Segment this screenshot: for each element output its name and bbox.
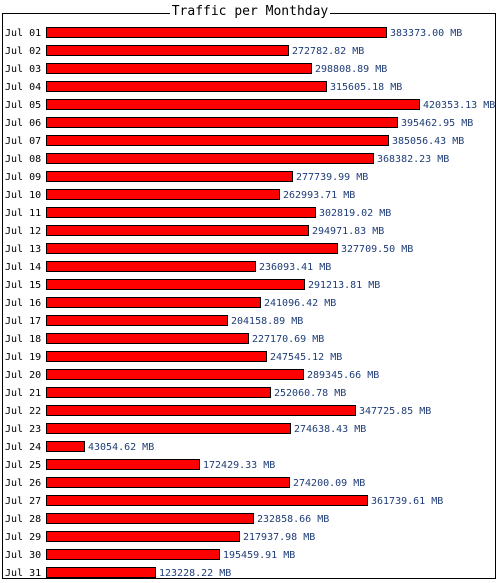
value-label: 361739.61 MB [371,496,443,507]
category-label: Jul 02 [5,46,41,57]
category-label: Jul 12 [5,226,41,237]
bar [46,477,290,488]
value-label: 274638.43 MB [294,424,366,435]
value-label: 327709.50 MB [341,244,413,255]
category-label: Jul 17 [5,316,41,327]
bar [46,27,387,38]
value-label: 262993.71 MB [283,190,355,201]
value-label: 247545.12 MB [270,352,342,363]
value-label: 302819.02 MB [319,208,391,219]
category-label: Jul 30 [5,550,41,561]
bar [46,99,420,110]
category-label: Jul 10 [5,190,41,201]
value-label: 123228.22 MB [159,568,231,579]
value-label: 272782.82 MB [292,46,364,57]
value-label: 195459.91 MB [223,550,295,561]
bar [46,567,156,578]
bar [46,297,261,308]
bar [46,423,291,434]
bar [46,513,254,524]
category-label: Jul 16 [5,298,41,309]
bar [46,279,305,290]
bar [46,549,220,560]
value-label: 227170.69 MB [252,334,324,345]
bar [46,333,249,344]
value-label: 236093.41 MB [259,262,331,273]
bar [46,207,316,218]
category-label: Jul 27 [5,496,41,507]
category-label: Jul 29 [5,532,41,543]
category-label: Jul 14 [5,262,41,273]
category-label: Jul 31 [5,568,41,579]
value-label: 395462.95 MB [401,118,473,129]
bar [46,225,309,236]
value-label: 43054.62 MB [88,442,154,453]
category-label: Jul 28 [5,514,41,525]
category-label: Jul 01 [5,28,41,39]
category-label: Jul 04 [5,82,41,93]
value-label: 347725.85 MB [359,406,431,417]
value-label: 289345.66 MB [307,370,379,381]
value-label: 385056.43 MB [392,136,464,147]
bar [46,495,368,506]
category-label: Jul 09 [5,172,41,183]
category-label: Jul 19 [5,352,41,363]
value-label: 291213.81 MB [308,280,380,291]
bar [46,351,267,362]
value-label: 315605.18 MB [330,82,402,93]
bar [46,153,374,164]
value-label: 252060.78 MB [274,388,346,399]
value-label: 420353.13 MB [423,100,495,111]
value-label: 277739.99 MB [296,172,368,183]
category-label: Jul 03 [5,64,41,75]
bar [46,63,312,74]
bar [46,261,256,272]
bar [46,387,271,398]
bar [46,189,280,200]
category-label: Jul 15 [5,280,41,291]
bar [46,243,338,254]
category-label: Jul 24 [5,442,41,453]
bar [46,81,327,92]
bar [46,315,228,326]
category-label: Jul 22 [5,406,41,417]
value-label: 383373.00 MB [390,28,462,39]
category-label: Jul 20 [5,370,41,381]
value-label: 232858.66 MB [257,514,329,525]
category-label: Jul 18 [5,334,41,345]
bar [46,117,398,128]
category-label: Jul 07 [5,136,41,147]
bar [46,171,293,182]
bar [46,459,200,470]
category-label: Jul 25 [5,460,41,471]
category-label: Jul 23 [5,424,41,435]
bar [46,531,240,542]
bar [46,369,304,380]
value-label: 204158.89 MB [231,316,303,327]
bar [46,441,85,452]
value-label: 274200.09 MB [293,478,365,489]
bar [46,135,389,146]
category-label: Jul 26 [5,478,41,489]
value-label: 241096.42 MB [264,298,336,309]
value-label: 298808.89 MB [315,64,387,75]
category-label: Jul 11 [5,208,41,219]
value-label: 172429.33 MB [203,460,275,471]
category-label: Jul 13 [5,244,41,255]
bar [46,45,289,56]
bar [46,405,356,416]
value-label: 294971.83 MB [312,226,384,237]
value-label: 217937.98 MB [243,532,315,543]
category-label: Jul 21 [5,388,41,399]
category-label: Jul 06 [5,118,41,129]
category-label: Jul 05 [5,100,41,111]
category-label: Jul 08 [5,154,41,165]
value-label: 368382.23 MB [377,154,449,165]
